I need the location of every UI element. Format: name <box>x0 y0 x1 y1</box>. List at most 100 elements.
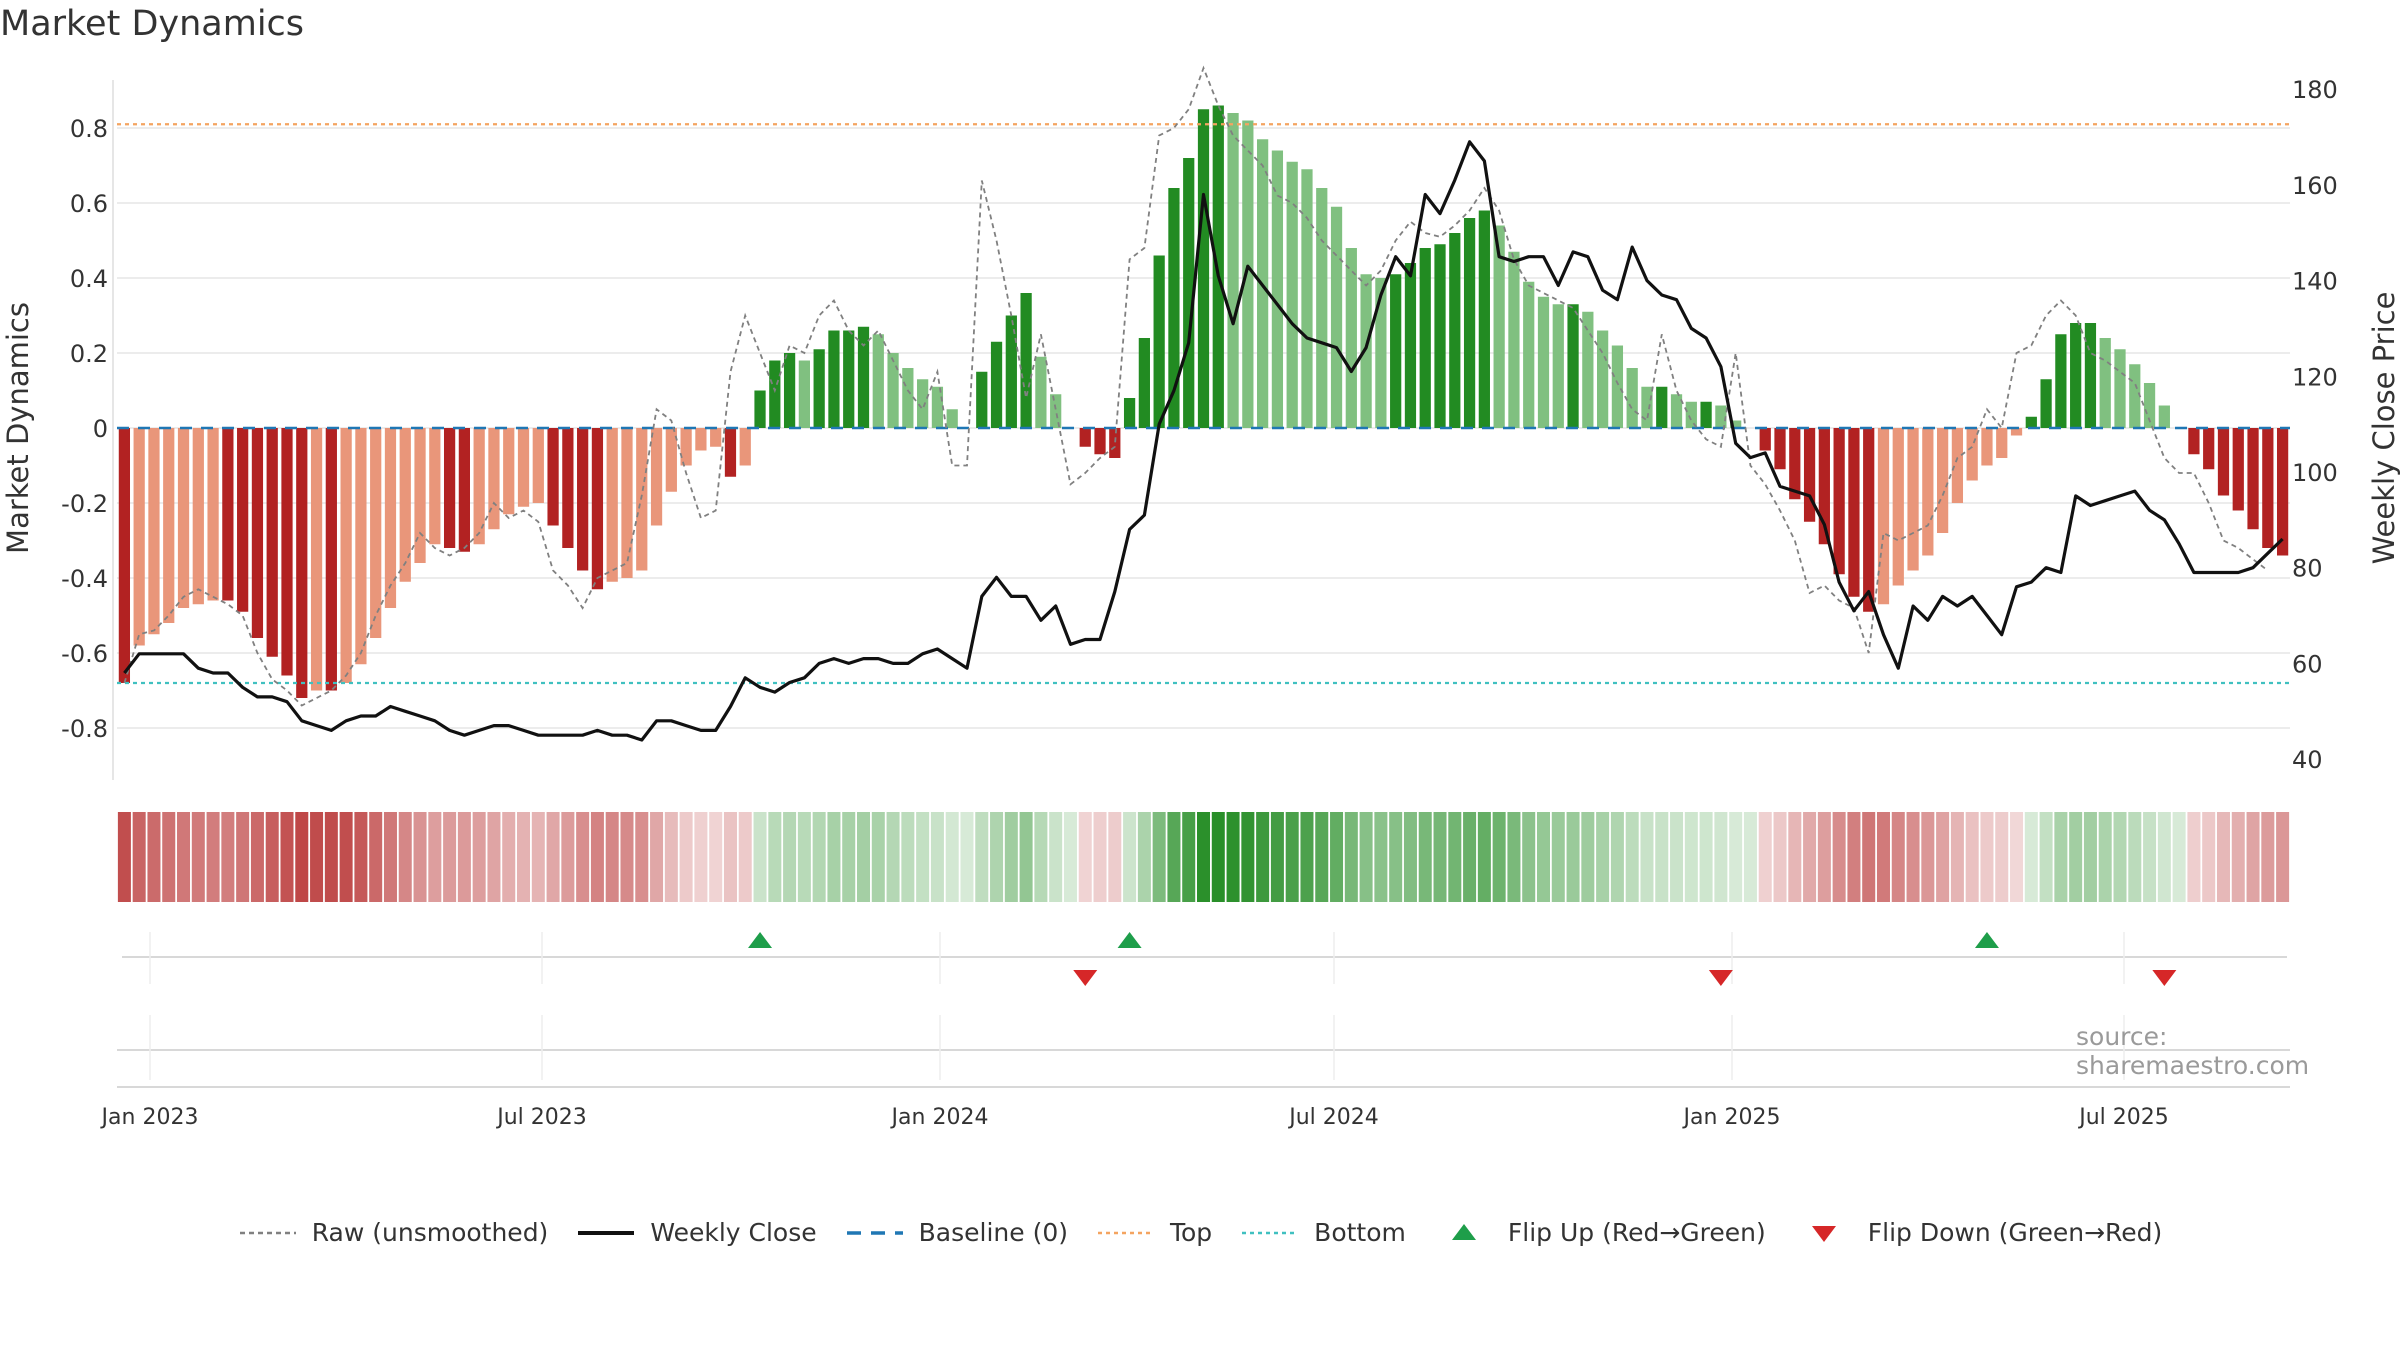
dynamics-bar <box>1197 109 1210 428</box>
dynamics-bar <box>1907 428 1919 571</box>
source-attribution: source: sharemaestro.com <box>2076 1022 2310 1080</box>
dynamics-bar <box>1833 428 1845 575</box>
dynamics-bar <box>1375 278 1387 428</box>
heat-strip-cell <box>975 812 989 902</box>
heat-strip-cell <box>1463 812 1477 902</box>
dynamics-bar <box>163 428 175 623</box>
dynamics-bar <box>1552 304 1564 428</box>
heat-strip-cell <box>443 812 457 902</box>
heat-strip-cell <box>753 812 767 902</box>
y2-axis-title: Weekly Close Price <box>2367 292 2400 565</box>
flip-up-triangle-icon <box>1434 1220 1494 1246</box>
dynamics-bar <box>946 409 958 428</box>
heat-strip-cell <box>2216 812 2230 902</box>
dynamics-bar <box>370 428 382 638</box>
dynamics-bar <box>1508 251 1520 428</box>
dynamics-bar <box>1611 345 1624 428</box>
dynamics-bar <box>1183 158 1195 428</box>
dynamics-bar <box>710 428 722 447</box>
dynamics-bar <box>976 371 988 428</box>
dynamics-bar <box>1153 255 1165 428</box>
y2-tick-label: 180 <box>2292 76 2338 104</box>
heat-strip-cell <box>1714 812 1728 902</box>
heat-strip-cell <box>339 812 353 902</box>
dynamics-bar <box>1523 281 1535 428</box>
heat-strip-cell <box>2202 812 2216 902</box>
dynamics-bar <box>2203 428 2215 470</box>
dynamics-bar <box>591 428 604 590</box>
heat-strip-cell <box>930 812 944 902</box>
dynamics-bar <box>1715 405 1727 428</box>
heat-strip-cell <box>1123 812 1137 902</box>
heat-strip-cell <box>1610 812 1624 902</box>
dynamics-bar <box>1079 428 1091 447</box>
dynamics-bar <box>1641 386 1653 428</box>
heat-strip-cell <box>1847 812 1861 902</box>
heat-strip-cell <box>886 812 900 902</box>
heat-strip-cell <box>2261 812 2275 902</box>
dynamics-bar <box>1271 150 1284 428</box>
dynamics-bar <box>1582 311 1594 428</box>
dynamics-bar <box>1020 293 1032 428</box>
heat-strip-cell <box>177 812 191 902</box>
dynamics-bar <box>1818 428 1830 545</box>
dynamics-bar <box>1419 248 1431 428</box>
dynamics-bar <box>828 330 840 428</box>
dynamics-bar <box>1212 105 1224 428</box>
legend-swatch-baseline <box>845 1220 905 1246</box>
heat-strip-cell <box>1507 812 1521 902</box>
heat-strip-cell <box>1418 812 1432 902</box>
dynamics-bar <box>1951 428 1964 503</box>
x-tick-label: Jan 2024 <box>890 1105 989 1130</box>
dynamics-bar <box>2276 428 2289 556</box>
legend-swatch-weekly-close <box>576 1220 636 1246</box>
heat-strip-cell <box>1640 812 1654 902</box>
x-tick-label: Jul 2024 <box>1287 1105 1379 1130</box>
y2-tick-label: 100 <box>2292 459 2338 487</box>
dynamics-bar <box>1656 386 1668 428</box>
heat-strip-cell <box>916 812 930 902</box>
heat-strip-cell <box>1019 812 1033 902</box>
heat-strip-cell <box>1743 812 1757 902</box>
legend-label-top: Top <box>1169 1218 1213 1247</box>
y-tick-label: -0.4 <box>61 565 108 593</box>
legend-swatch-bottom <box>1240 1220 1300 1246</box>
heat-strip-cell <box>561 812 575 902</box>
dynamics-bar <box>1123 398 1136 428</box>
heat-strip-cell <box>1078 812 1092 902</box>
heat-strip-cell <box>1034 812 1048 902</box>
raw-series-line <box>123 65 2269 707</box>
dynamics-bar <box>429 428 441 545</box>
heat-strip-cell <box>1093 812 1107 902</box>
heat-strip-cell <box>857 812 871 902</box>
dynamics-bar <box>1877 428 1890 605</box>
heat-strip-cell <box>2024 812 2038 902</box>
dynamics-bar <box>296 428 308 698</box>
dynamics-bar <box>177 428 190 608</box>
heat-strip-cell <box>723 812 737 902</box>
dynamics-bar <box>2247 428 2259 530</box>
heat-strip-cell <box>797 812 811 902</box>
heat-strip-cell <box>531 812 545 902</box>
legend-label-baseline: Baseline (0) <box>918 1218 1068 1247</box>
heat-strip-cell <box>1403 812 1417 902</box>
dynamics-bar <box>325 428 337 691</box>
dynamics-bar <box>887 353 899 428</box>
legend-swatch-top <box>1096 1220 1156 1246</box>
dynamics-bar <box>1493 225 1505 428</box>
heat-strip-cell <box>517 812 531 902</box>
dynamics-bar <box>399 428 411 582</box>
heat-strip-cell <box>694 812 708 902</box>
heat-strip-cell <box>990 812 1004 902</box>
legend-label-weekly-close: Weekly Close <box>650 1218 817 1247</box>
dynamics-bar <box>1981 428 1993 466</box>
legend-item-flip-up: Flip Up (Red→Green) <box>1434 1218 1766 1247</box>
dynamics-bar <box>1803 428 1816 522</box>
legend-swatch-raw <box>238 1220 298 1246</box>
heat-strip-cell <box>369 812 383 902</box>
x-tick-label: Jul 2025 <box>2077 1105 2169 1130</box>
dynamics-bar <box>872 334 884 428</box>
y-tick-label: 0 <box>93 415 108 443</box>
heat-strip-cell <box>2187 812 2201 902</box>
heat-strip-cell <box>1876 812 1890 902</box>
